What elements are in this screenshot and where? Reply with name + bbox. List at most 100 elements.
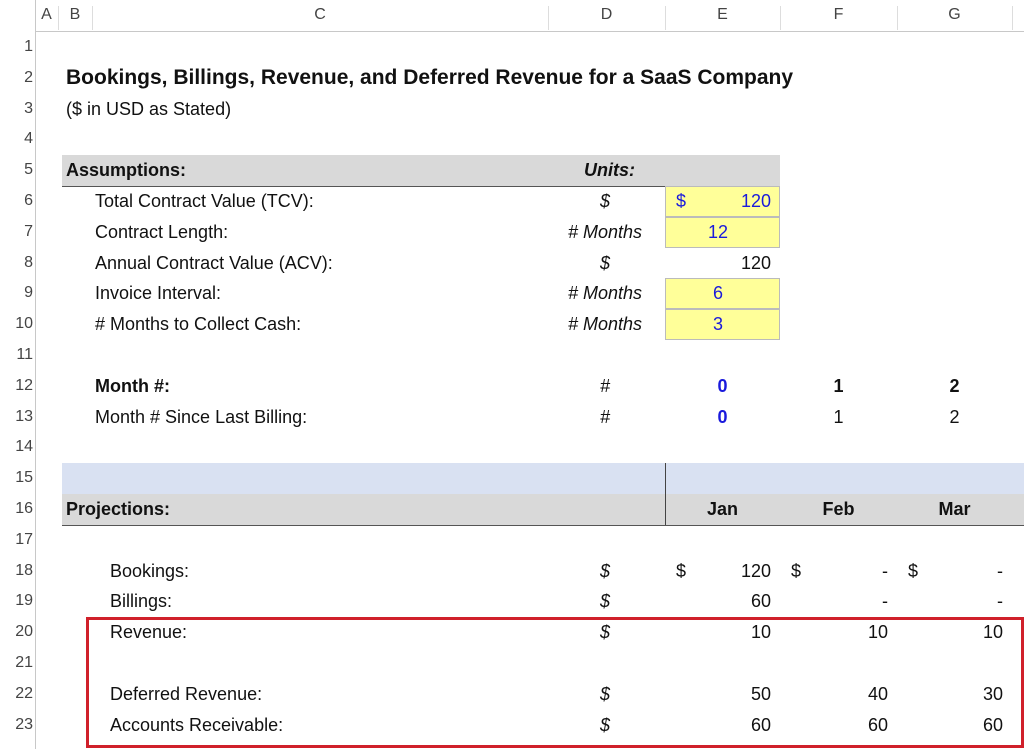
- row-header: 19: [15, 592, 33, 610]
- row-header: 12: [15, 376, 33, 394]
- unit: $: [599, 714, 610, 735]
- row-header: 5: [24, 161, 33, 179]
- value: -: [997, 591, 1003, 612]
- value: 60: [750, 591, 771, 612]
- label: Total Contract Value (TCV):: [95, 191, 314, 211]
- value: 60: [867, 714, 888, 735]
- row-header: 18: [15, 561, 33, 579]
- subtitle: ($ in USD as Stated): [66, 98, 232, 119]
- label: Deferred Revenue:: [110, 683, 263, 704]
- input-fill: [665, 186, 780, 217]
- label: Month # Since Last Billing:: [95, 406, 308, 427]
- currency: $: [791, 560, 802, 581]
- value: 60: [982, 714, 1003, 735]
- value: -: [882, 560, 888, 581]
- section-header: Projections:: [66, 499, 171, 519]
- unit: # Months: [567, 221, 643, 242]
- row-header: 16: [15, 500, 33, 517]
- column-sep: [548, 6, 549, 30]
- section-header: Assumptions:: [66, 160, 187, 181]
- currency: $: [908, 560, 919, 581]
- unit: # Months: [567, 283, 643, 304]
- column-header-bar: [0, 0, 1024, 32]
- unit: $: [599, 191, 610, 211]
- column-header: B: [69, 6, 81, 23]
- unit: $: [599, 591, 610, 612]
- row-header: 11: [16, 346, 33, 363]
- value: 120: [740, 252, 771, 273]
- column-header: D: [600, 6, 613, 23]
- column-sep: [665, 6, 666, 30]
- label: Billings:: [110, 591, 173, 612]
- row-header: 15: [15, 469, 33, 487]
- column-header: A: [41, 6, 52, 23]
- row-header: 22: [15, 684, 33, 702]
- value: 40: [867, 683, 888, 704]
- unit: $: [599, 252, 610, 273]
- column-header: G: [948, 6, 961, 23]
- divider: [665, 463, 666, 525]
- value: 60: [750, 714, 771, 735]
- label: Month #:: [95, 375, 170, 396]
- column-sep: [58, 6, 59, 30]
- month-number: 0: [717, 375, 728, 396]
- row-header: 6: [24, 192, 33, 209]
- column-sep: [1012, 6, 1013, 30]
- column-sep: [780, 6, 781, 30]
- label: # Months to Collect Cash:: [95, 314, 302, 335]
- label: Invoice Interval:: [95, 283, 222, 304]
- input-fill: [665, 216, 780, 248]
- month-header: Mar: [938, 499, 971, 519]
- value: 10: [750, 622, 771, 643]
- month-header: Jan: [706, 499, 739, 519]
- value: 120: [740, 560, 771, 581]
- value: 30: [982, 683, 1003, 704]
- column-header: E: [717, 6, 728, 23]
- value: -: [997, 560, 1003, 581]
- row-header: 13: [15, 407, 33, 425]
- value: 6: [712, 283, 723, 304]
- row-header: 7: [24, 222, 33, 240]
- assumptions-header-fill: [62, 155, 780, 187]
- column-sep: [897, 6, 898, 30]
- currency: $: [676, 191, 687, 211]
- label: Accounts Receivable:: [110, 714, 284, 735]
- value: 10: [982, 622, 1003, 643]
- unit: $: [599, 622, 610, 643]
- month-header: Feb: [822, 499, 855, 519]
- title: Bookings, Billings, Revenue, and Deferre…: [66, 65, 794, 89]
- row-header: 20: [15, 623, 33, 641]
- projections-header-fill: [62, 494, 1024, 526]
- row-header: 17: [15, 530, 33, 548]
- row-header-bar: [0, 0, 36, 749]
- unit: $: [599, 560, 610, 581]
- label: Contract Length:: [95, 221, 229, 242]
- month-number: 0: [717, 406, 728, 427]
- row-header: 8: [24, 253, 33, 271]
- label: Bookings:: [110, 560, 190, 581]
- month-number: 1: [833, 406, 844, 427]
- value: -: [882, 591, 888, 612]
- row-header: 9: [24, 284, 33, 302]
- label: Revenue:: [110, 622, 188, 643]
- unit: #: [599, 375, 610, 396]
- row-header: 1: [24, 38, 33, 55]
- value: 50: [750, 683, 771, 704]
- unit: #: [599, 406, 610, 427]
- row-header: 2: [24, 68, 33, 86]
- month-number: 2: [949, 375, 960, 396]
- value: 10: [867, 622, 888, 643]
- input-fill: [665, 278, 780, 310]
- row-header: 23: [15, 715, 33, 733]
- row-header: 3: [24, 99, 33, 117]
- currency: $: [676, 560, 687, 581]
- month-number: 1: [833, 375, 844, 396]
- units-header: Units:: [584, 160, 635, 181]
- column-sep: [92, 6, 93, 30]
- unit: # Months: [567, 314, 643, 335]
- highlight-box: [86, 617, 1024, 748]
- input-fill: [665, 309, 780, 340]
- month-number: 2: [949, 406, 960, 427]
- row-header: 14: [15, 438, 33, 456]
